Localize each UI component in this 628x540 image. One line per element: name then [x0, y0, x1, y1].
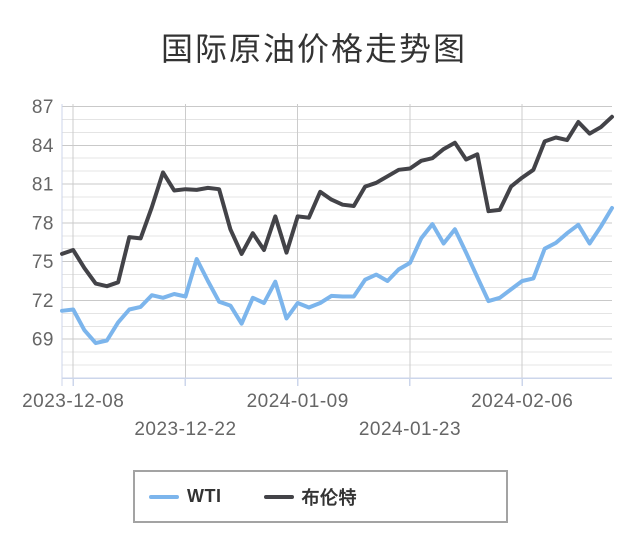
legend-item-wti[interactable]: WTI: [149, 486, 222, 507]
x-axis-label: 2023-12-22: [134, 419, 236, 440]
legend-label-brent: 布伦特: [301, 487, 357, 508]
y-axis-label: 81: [32, 175, 54, 196]
x-axis-label: 2024-02-06: [471, 391, 573, 412]
x-axis-label: 2024-01-09: [247, 391, 349, 412]
x-axis-label: 2024-01-23: [359, 419, 461, 440]
price-chart: 69 72 75 78 81 84 87 2023-12-08 2023-12-22 2024-0…: [22, 97, 614, 440]
y-axis-label: 75: [32, 252, 54, 273]
legend-label-wti: WTI: [187, 486, 222, 506]
y-axis-label: 87: [32, 97, 54, 118]
chart-title: 国际原油价格走势图: [160, 31, 467, 67]
wti-line-swatch-icon: [149, 494, 179, 499]
legend: WTI 布伦特: [133, 470, 508, 523]
brent-line-swatch-icon: [263, 494, 294, 499]
brent-series-line: [60, 114, 614, 289]
wti-series-line: [60, 206, 614, 346]
y-axis-label: 72: [32, 291, 54, 312]
y-axis-label: 84: [32, 136, 54, 157]
y-axis-label: 78: [32, 213, 54, 234]
legend-item-brent[interactable]: 布伦特: [263, 484, 358, 510]
x-axis-label: 2023-12-08: [22, 391, 124, 412]
y-axis-label: 69: [32, 330, 54, 351]
